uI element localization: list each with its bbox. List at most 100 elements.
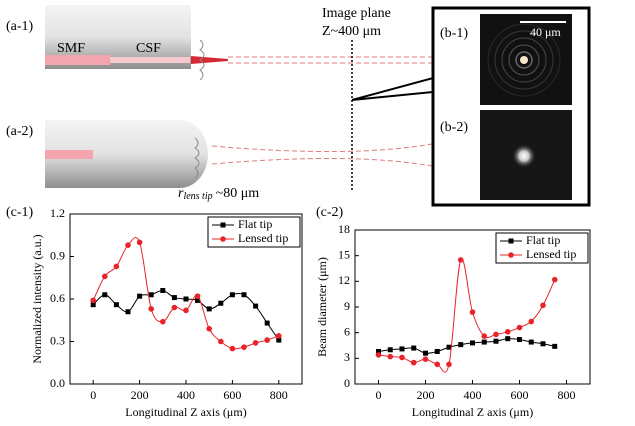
marker [194,293,201,299]
marker [148,306,154,312]
marker [206,325,212,332]
y-tick-label: 1.2 [50,206,65,220]
panel-label: (c-1) [6,205,34,220]
marker [516,324,523,331]
marker [399,354,405,361]
legend-label: Lensed tip [238,231,288,245]
marker [252,340,259,346]
y-axis-label: Beam diameter (μm) [315,257,329,357]
marker [90,302,96,308]
marker [469,309,476,315]
marker [470,340,475,346]
marker [264,320,270,326]
marker [423,350,428,356]
marker [517,337,522,343]
y-tick-label: 12 [338,273,350,287]
marker [410,359,417,366]
fiber-label: SMF [57,41,85,56]
marker [446,361,452,368]
marker [183,307,189,314]
marker [552,343,558,349]
legend-marker [508,252,514,258]
marker [528,339,534,345]
marker [276,337,282,343]
fiber-core [45,150,93,159]
marker [434,361,441,368]
marker [399,346,405,352]
beam [211,143,433,153]
plane-position: Z~400 μm [322,24,381,39]
spot [520,56,528,64]
marker [457,257,464,263]
radius-subscript: lens tip [183,191,212,202]
marker [148,292,154,298]
panel-label: (c-2) [316,205,344,220]
x-tick-label: 800 [558,388,576,402]
plane-label: Image plane [322,6,391,21]
y-tick-label: 0.0 [50,376,65,390]
legend-box [495,232,589,264]
x-tick-label: 200 [131,388,149,402]
x-tick-label: 0 [376,388,382,402]
marker [206,306,212,312]
y-tick-label: 0.9 [50,248,65,262]
legend-label: Flat tip [526,233,560,247]
scale-label: 40 μm [530,25,561,39]
panel-label: (b-2) [440,120,468,135]
marker [253,303,259,309]
marker [137,293,143,299]
series-line [92,237,279,350]
marker [375,352,382,358]
marker [528,318,535,325]
marker [218,338,224,345]
fiber-core [110,57,190,63]
series-line [378,258,556,373]
marker [160,318,166,325]
series-line [378,338,555,354]
marker [113,302,119,308]
y-tick-label: 0.3 [50,333,65,347]
marker [411,345,417,351]
marker [458,342,464,348]
marker [422,356,429,362]
marker [551,276,558,283]
marker [434,348,440,354]
x-tick-label: 200 [417,388,435,402]
marker [387,347,393,353]
marker [102,292,108,298]
profile [194,137,200,179]
x-axis-label: Longitudinal Z axis (μm) [412,405,533,419]
radius-symbol: r [178,186,184,201]
radius-value: ~80 μm [216,186,260,201]
marker [136,239,143,246]
marker [505,336,511,342]
radius-label: rlens tip ~80 μm [178,186,259,202]
marker [493,331,499,338]
marker [113,263,120,270]
marker [387,353,394,360]
x-tick-label: 600 [511,388,529,402]
legend-label: Flat tip [238,217,272,231]
marker [102,273,108,280]
marker [493,338,499,344]
legend-label: Lensed tip [526,247,576,261]
marker [229,345,236,352]
panel-label: (b-1) [440,26,468,41]
panel-label: (a-1) [6,19,34,34]
x-tick-label: 400 [464,388,482,402]
marker [481,339,487,345]
profile [199,39,205,81]
legend-marker [220,222,226,228]
marker [376,348,381,354]
y-tick-label: 0.6 [50,291,65,305]
y-tick-label: 15 [338,247,350,261]
marker [171,304,178,311]
beam [211,157,433,167]
marker [540,341,546,347]
y-tick-label: 18 [338,222,350,236]
legend-box [207,216,301,248]
marker [540,302,546,309]
x-tick-label: 800 [270,388,288,402]
pointer [351,76,434,101]
